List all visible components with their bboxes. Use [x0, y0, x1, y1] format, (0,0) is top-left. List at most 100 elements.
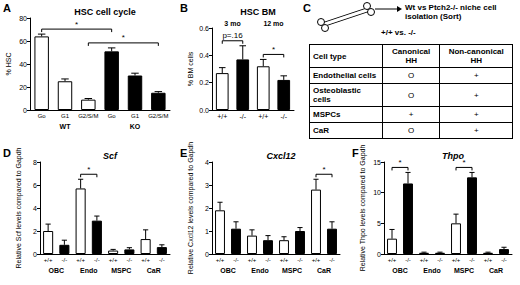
svg-text:40: 40 [19, 61, 27, 68]
html-text:+/+ vs. -/-: +/+ vs. -/- [381, 28, 416, 37]
svg-text:G1: G1 [131, 113, 140, 119]
svg-text:+/+: +/+ [44, 257, 53, 263]
svg-text:-/-: -/- [233, 257, 239, 263]
svg-text:CaR: CaR [317, 267, 331, 274]
svg-text:-/-: -/- [62, 257, 68, 263]
svg-text:-/-: -/- [239, 113, 246, 120]
svg-text:MSPC: MSPC [454, 267, 474, 274]
svg-text:+/+: +/+ [76, 257, 85, 263]
svg-text:0.4: 0.4 [199, 52, 209, 59]
svg-text:Go: Go [108, 113, 117, 119]
svg-text:0: 0 [23, 107, 27, 114]
svg-text:15: 15 [373, 159, 381, 166]
html-text:Endothelial cells: Endothelial cells [313, 71, 377, 80]
svg-text:2: 2 [205, 205, 209, 212]
svg-text:+/+: +/+ [388, 257, 397, 263]
svg-text:Endo: Endo [423, 267, 441, 274]
svg-text:*: * [272, 45, 275, 54]
svg-text:MSPC: MSPC [111, 267, 131, 274]
svg-text:B: B [180, 2, 188, 14]
svg-text:-/-: -/- [265, 257, 271, 263]
svg-text:*: * [122, 33, 125, 42]
svg-text:1: 1 [205, 228, 209, 235]
svg-text:4: 4 [205, 159, 209, 166]
svg-text:-/-: -/- [405, 257, 411, 263]
html-text:Canonical HH: Canonical HH [392, 47, 431, 65]
svg-text:HSC cell cycle: HSC cell cycle [74, 7, 136, 17]
svg-text:+/+: +/+ [420, 257, 429, 263]
html-text:Wt vs Ptch2-/- niche cell isol: Wt vs Ptch2-/- niche cell isolation (Sor… [405, 3, 497, 21]
svg-text:Endo: Endo [251, 267, 269, 274]
svg-text:*: * [398, 158, 401, 167]
svg-text:0.0: 0.0 [199, 107, 209, 114]
svg-text:+/+: +/+ [141, 257, 150, 263]
svg-text:6: 6 [33, 182, 37, 189]
svg-text:HSC BM: HSC BM [240, 7, 276, 17]
svg-text:3: 3 [205, 182, 209, 189]
svg-text:3 mo: 3 mo [224, 20, 240, 27]
svg-text:80: 80 [19, 15, 27, 22]
svg-text:Cxcl12: Cxcl12 [266, 151, 295, 161]
svg-text:*: * [322, 165, 325, 174]
svg-text:OBC: OBC [220, 267, 236, 274]
svg-text:Relative Cxcl12 levels compare: Relative Cxcl12 levels compared to Gapdh [187, 142, 195, 274]
svg-text:20: 20 [19, 84, 27, 91]
svg-text:-/-: -/- [469, 257, 475, 263]
svg-text:+/+: +/+ [312, 257, 321, 263]
svg-text:G2/S/M: G2/S/M [148, 113, 168, 119]
svg-text:A: A [3, 2, 11, 14]
svg-text:10: 10 [373, 189, 381, 196]
svg-text:% HSC: % HSC [5, 53, 12, 76]
svg-text:+/+: +/+ [109, 257, 118, 263]
svg-text:+/+: +/+ [216, 257, 225, 263]
svg-text:G2/S/M: G2/S/M [78, 113, 98, 119]
svg-text:5: 5 [377, 220, 381, 227]
svg-text:+/+: +/+ [217, 113, 227, 120]
svg-text:Scf: Scf [103, 151, 118, 161]
svg-text:-/-: -/- [437, 257, 443, 263]
svg-text:Go: Go [38, 113, 47, 119]
html-text:Non-canonical HH: Non-canonical HH [448, 47, 504, 65]
svg-text:MSPC: MSPC [282, 267, 302, 274]
svg-text:+/+: +/+ [452, 257, 461, 263]
svg-text:-/-: -/- [280, 113, 287, 120]
svg-text:60: 60 [19, 38, 27, 45]
svg-text:*: * [75, 20, 78, 29]
svg-text:12 mo: 12 mo [263, 20, 283, 27]
svg-text:*: * [87, 165, 90, 174]
svg-text:4: 4 [33, 205, 37, 212]
svg-text:-/-: -/- [329, 257, 335, 263]
svg-text:-/-: -/- [501, 257, 507, 263]
svg-text:+/+: +/+ [280, 257, 289, 263]
svg-text:OBC: OBC [392, 267, 408, 274]
svg-text:+/+: +/+ [484, 257, 493, 263]
svg-text:-/-: -/- [297, 257, 303, 263]
svg-text:2: 2 [33, 228, 37, 235]
svg-text:0.2: 0.2 [199, 79, 209, 86]
svg-text:CaR: CaR [147, 267, 161, 274]
html-text:Cell type: Cell type [313, 51, 347, 61]
svg-text:Relative Scf levels compared t: Relative Scf levels compared to Gapdh [15, 147, 23, 268]
svg-text:0.6: 0.6 [199, 25, 209, 32]
svg-text:0: 0 [33, 251, 37, 258]
svg-text:G1: G1 [61, 113, 70, 119]
svg-text:CaR: CaR [489, 267, 503, 274]
svg-text:OBC: OBC [48, 267, 64, 274]
svg-text:WT: WT [60, 123, 72, 130]
svg-text:0: 0 [377, 251, 381, 258]
svg-text:-/-: -/- [94, 257, 100, 263]
svg-text:8: 8 [33, 159, 37, 166]
svg-text:0: 0 [205, 251, 209, 258]
svg-text:KO: KO [130, 123, 141, 130]
svg-text:+/+: +/+ [248, 257, 257, 263]
svg-text:Thpo: Thpo [442, 151, 464, 161]
svg-text:+/+: +/+ [258, 113, 268, 120]
svg-text:p=.16: p=.16 [222, 31, 243, 40]
svg-text:-/-: -/- [159, 257, 165, 263]
svg-text:Endo: Endo [80, 267, 98, 274]
svg-text:D: D [3, 147, 11, 159]
html-text:Osteoblastic cells: Osteoblastic cells [313, 86, 361, 104]
svg-text:-/-: -/- [127, 257, 133, 263]
svg-text:Relative Thpo levels compared: Relative Thpo levels compared to Gapdh [359, 145, 367, 272]
svg-text:% BM cells: % BM cells [187, 51, 194, 86]
